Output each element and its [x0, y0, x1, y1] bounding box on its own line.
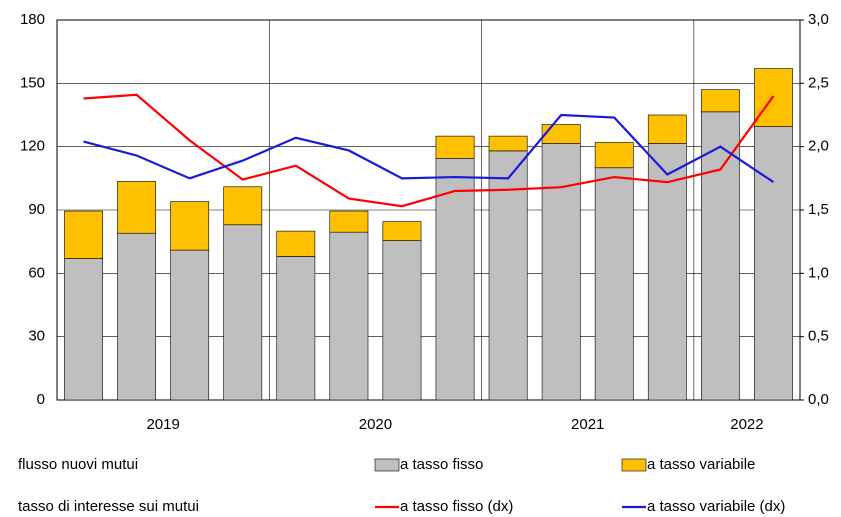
y-tick-label: 120	[20, 138, 45, 155]
x-tick-label: 2020	[359, 416, 392, 433]
y-tick-label: 0	[37, 391, 45, 408]
bar-segment	[435, 157, 475, 401]
bar-segment	[276, 230, 316, 257]
bar-segment	[488, 150, 528, 401]
line	[83, 113, 775, 184]
bar-segment	[541, 124, 581, 144]
bar-segment	[382, 221, 422, 241]
bar-segment	[223, 186, 263, 226]
bar-segment	[117, 181, 157, 234]
bar-segment	[223, 224, 263, 401]
legend-label: a tasso variabile	[647, 456, 755, 473]
x-tick-label: 2022	[730, 416, 763, 433]
bar-segment	[647, 114, 687, 144]
bar-segment	[117, 232, 157, 401]
bar-segment	[700, 111, 740, 401]
bar-segment	[647, 143, 687, 401]
x-tick-label: 2019	[146, 416, 179, 433]
y2-tick-label: 2,5	[808, 74, 829, 91]
y2-tick-label: 2,0	[808, 138, 829, 155]
bar-segment	[488, 135, 528, 152]
legend-label: a tasso fisso	[400, 456, 483, 473]
y2-tick-label: 1,5	[808, 201, 829, 218]
legend-title: tasso di interesse sui mutui	[18, 498, 199, 515]
bar-segment	[754, 126, 793, 401]
legend-swatch	[621, 458, 647, 472]
y-tick-label: 90	[28, 201, 45, 218]
bar-segment	[435, 135, 475, 159]
bar-segment	[276, 256, 316, 401]
bar-segment	[329, 231, 369, 401]
y2-tick-label: 1,0	[808, 264, 829, 281]
bar-segment	[64, 210, 103, 259]
legend-label: a tasso variabile (dx)	[647, 498, 785, 515]
bar-segment	[594, 142, 634, 169]
y2-tick-label: 0,5	[808, 328, 829, 345]
bar-segment	[329, 210, 369, 233]
bar-segment	[541, 143, 581, 401]
bar-segment	[700, 89, 740, 113]
bar-segment	[594, 167, 634, 401]
y-tick-label: 150	[20, 74, 45, 91]
y-tick-label: 60	[28, 264, 45, 281]
line	[83, 93, 775, 208]
bar-segment	[64, 258, 103, 401]
bar-segment	[170, 201, 210, 251]
y2-tick-label: 3,0	[808, 11, 829, 28]
y-tick-label: 30	[28, 328, 45, 345]
legend-title: flusso nuovi mutui	[18, 456, 138, 473]
x-tick-label: 2021	[571, 416, 604, 433]
bar-segment	[170, 249, 210, 401]
y-tick-label: 180	[20, 11, 45, 28]
y2-tick-label: 0,0	[808, 391, 829, 408]
legend-swatch	[374, 458, 400, 472]
bar-segment	[382, 240, 422, 401]
legend-label: a tasso fisso (dx)	[400, 498, 513, 515]
